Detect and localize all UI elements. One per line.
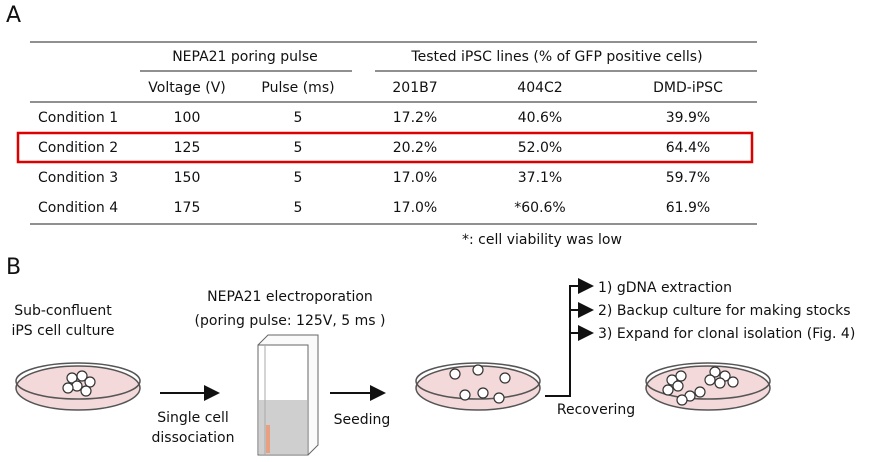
cuvette — [257, 334, 319, 456]
step-label: Single cell — [157, 410, 229, 426]
row-label: Condition 1 — [38, 110, 118, 126]
table-cell: *60.6% — [514, 200, 565, 216]
row-label: Condition 4 — [38, 200, 118, 216]
colonies — [662, 366, 739, 406]
outcome: 2) Backup culture for making stocks — [598, 303, 851, 319]
table-cell: 59.7% — [666, 170, 710, 186]
table-cell: 5 — [294, 200, 303, 216]
table-cell: 125 — [174, 140, 201, 156]
table-cell: 37.1% — [518, 170, 562, 186]
step-label: Sub-confluent — [14, 303, 112, 319]
step-label: iPS cell culture — [11, 323, 114, 339]
column-header: Voltage (V) — [148, 80, 225, 96]
single-cells — [449, 364, 511, 404]
step-label: Seeding — [334, 412, 391, 428]
table-cell: 17.2% — [393, 110, 437, 126]
table-cell: 20.2% — [393, 140, 437, 156]
group-header: NEPA21 poring pulse — [172, 49, 318, 65]
table-cell: 64.4% — [666, 140, 710, 156]
column-header: 404C2 — [517, 80, 562, 96]
column-header: DMD-iPSC — [653, 80, 723, 96]
cell-cluster — [62, 370, 96, 397]
device-label: (poring pulse: 125V, 5 ms ) — [195, 313, 386, 329]
highlight-box — [16, 131, 754, 164]
table-cell: 5 — [294, 110, 303, 126]
table-cell: 175 — [174, 200, 201, 216]
dish-rim — [645, 362, 771, 400]
table-cell: 5 — [294, 140, 303, 156]
column-header: Pulse (ms) — [261, 80, 334, 96]
row-label: Condition 3 — [38, 170, 118, 186]
table-cell: 52.0% — [518, 140, 562, 156]
table-cell: 39.9% — [666, 110, 710, 126]
table-cell: 17.0% — [393, 170, 437, 186]
footnote: *: cell viability was low — [462, 232, 622, 248]
outcome: 3) Expand for clonal isolation (Fig. 4) — [598, 326, 855, 342]
table-cell: 17.0% — [393, 200, 437, 216]
device-label: NEPA21 electroporation — [207, 289, 373, 305]
table-cell: 61.9% — [666, 200, 710, 216]
table-cell: 40.6% — [518, 110, 562, 126]
step-label: dissociation — [152, 430, 235, 446]
outcome: 1) gDNA extraction — [598, 280, 732, 296]
column-header: 201B7 — [392, 80, 437, 96]
row-label: Condition 2 — [38, 140, 118, 156]
branch-line — [545, 285, 571, 397]
group-header: Tested iPSC lines (% of GFP positive cel… — [410, 49, 702, 65]
panel-label: A — [6, 3, 21, 28]
panel-label: B — [6, 255, 21, 280]
dish-rim — [15, 362, 141, 400]
dish-rim — [415, 362, 541, 400]
table-cell: 5 — [294, 170, 303, 186]
table-cell: 150 — [174, 170, 201, 186]
step-label: Recovering — [557, 402, 635, 418]
table-cell: 100 — [174, 110, 201, 126]
